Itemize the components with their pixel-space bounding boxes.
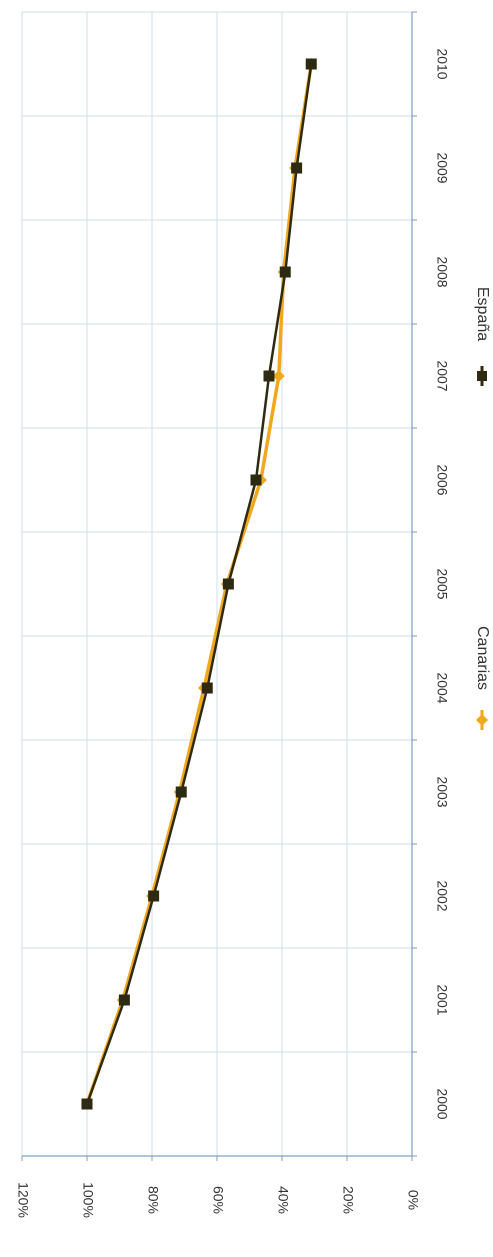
- category-axis-tick-label: 2000: [434, 1088, 450, 1119]
- value-axis-tick-label: 80%: [145, 1186, 161, 1214]
- axes: [21, 11, 417, 1161]
- data-point-espana: [201, 682, 213, 694]
- legend-swatch-marker: [476, 714, 488, 726]
- value-axis-tick-label: 0%: [405, 1190, 421, 1210]
- data-point-espana: [279, 266, 291, 278]
- data-point-espana: [305, 58, 317, 70]
- category-axis-tick-labels: 2000 2001 2002 2003 2004 2005 2006 2007 2008 2009…: [434, 48, 450, 1119]
- data-point-espana: [81, 1098, 93, 1110]
- legend: Canarias España: [474, 287, 491, 730]
- category-axis-tick-label: 2005: [434, 568, 450, 599]
- data-point-espana: [291, 162, 303, 174]
- gridlines-category: [22, 11, 412, 1157]
- category-axis-tick-label: 2001: [434, 984, 450, 1015]
- category-axis-tick-label: 2007: [434, 360, 450, 391]
- value-axis-tick-labels: 0% 20% 40% 60% 80% 100% 120%: [15, 1182, 421, 1218]
- category-axis-tick-label: 2006: [434, 464, 450, 495]
- category-axis-tick-label: 2008: [434, 256, 450, 287]
- data-point-espana: [250, 474, 262, 486]
- category-axis-tick-label: 2010: [434, 48, 450, 79]
- category-axis-tick-label: 2003: [434, 776, 450, 807]
- value-axis-tick-label: 40%: [275, 1186, 291, 1214]
- series-group: [81, 58, 318, 1110]
- category-axis-tick-label: 2004: [434, 672, 450, 703]
- value-axis-tick-label: 20%: [340, 1186, 356, 1214]
- legend-swatch-marker: [477, 371, 487, 381]
- legend-label: España: [474, 287, 491, 341]
- data-point-espana: [148, 890, 160, 902]
- data-point-espana: [222, 578, 234, 590]
- value-axis-tick-label: 100%: [80, 1182, 96, 1218]
- data-point-espana: [175, 786, 187, 798]
- data-point-canarias: [272, 370, 285, 382]
- data-point-espana: [118, 994, 130, 1006]
- category-axis-tick-label: 2002: [434, 880, 450, 911]
- legend-label: Canarias: [474, 626, 491, 690]
- gridlines-value: [21, 12, 348, 1156]
- value-axis-tick-label: 60%: [210, 1186, 226, 1214]
- category-axis-tick-label: 2009: [434, 152, 450, 183]
- data-point-espana: [263, 370, 275, 382]
- value-axis-tick-label: 120%: [15, 1182, 31, 1218]
